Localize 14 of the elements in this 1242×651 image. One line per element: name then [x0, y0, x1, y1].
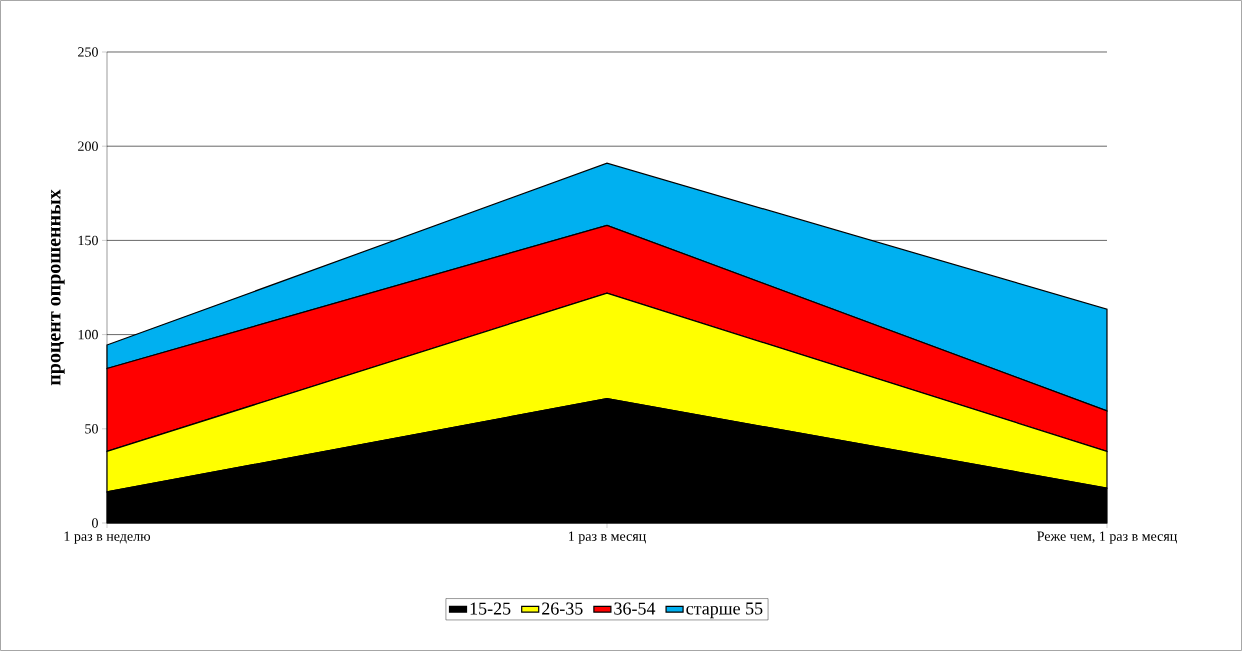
y-axis-title: процент опрошенных: [50, 189, 65, 386]
x-tick-label: Реже чем, 1 раз в месяц: [1037, 531, 1177, 544]
legend-label: 26-35: [542, 602, 583, 615]
legend-label: старше 55: [686, 602, 763, 619]
y-tick-label: 0: [92, 518, 98, 528]
y-tick-label: 50: [85, 424, 98, 434]
y-tick-label: 250: [78, 47, 98, 57]
y-tick-label: 100: [78, 329, 98, 340]
y-tick-label: 150: [78, 235, 98, 246]
y-tick-label: 200: [78, 141, 98, 151]
legend-label: 15-25: [470, 602, 511, 615]
legend-label: 36-54: [614, 602, 656, 615]
x-tick-label: 1 раз в месяц: [569, 531, 646, 544]
x-tick-label: 1 раз в неделю: [64, 531, 151, 544]
